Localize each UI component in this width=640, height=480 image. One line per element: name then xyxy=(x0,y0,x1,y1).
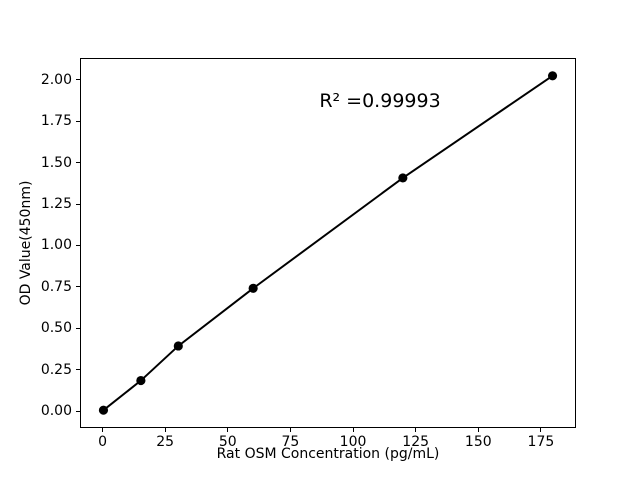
y-tick xyxy=(76,120,80,122)
data-point-marker xyxy=(248,283,258,293)
x-tick-label: 25 xyxy=(156,434,175,450)
y-tick xyxy=(76,410,80,412)
y-tick-label: 1.25 xyxy=(40,196,72,213)
y-axis-label: OD Value(450nm) xyxy=(18,180,34,306)
x-tick-label: 75 xyxy=(281,434,300,450)
x-tick-label: 100 xyxy=(339,434,367,450)
x-tick xyxy=(540,428,542,432)
y-tick-label: 0.00 xyxy=(40,403,72,420)
standard-curve-line xyxy=(102,74,554,411)
standard-curve-canvas xyxy=(98,71,558,415)
x-tick-label: 0 xyxy=(98,434,107,450)
y-tick-label: 0.75 xyxy=(40,278,72,295)
y-tick-label: 1.00 xyxy=(40,237,72,254)
x-tick xyxy=(415,428,417,432)
plot-area xyxy=(80,58,576,428)
y-tick xyxy=(76,162,80,164)
x-tick xyxy=(227,428,229,432)
x-tick-label: 125 xyxy=(402,434,430,450)
y-tick-label: 1.50 xyxy=(40,154,72,171)
x-tick xyxy=(352,428,354,432)
y-tick xyxy=(76,244,80,246)
data-point-marker xyxy=(398,173,408,183)
data-point-marker xyxy=(136,375,146,386)
x-tick xyxy=(102,428,104,432)
y-tick xyxy=(76,327,80,329)
y-tick-label: 2.00 xyxy=(40,71,72,88)
y-tick-label: 1.75 xyxy=(40,113,72,130)
y-tick xyxy=(76,79,80,81)
data-point-marker xyxy=(547,71,558,81)
x-tick-label: 150 xyxy=(464,434,492,450)
data-point-marker xyxy=(98,405,109,415)
x-tick xyxy=(164,428,166,432)
x-tick xyxy=(477,428,479,432)
y-tick xyxy=(76,203,80,205)
y-tick xyxy=(76,369,80,371)
y-tick-label: 0.50 xyxy=(40,320,72,337)
x-tick-label: 175 xyxy=(527,434,555,450)
r-squared-annotation: R² =0.99993 xyxy=(319,90,441,112)
x-axis-label: Rat OSM Concentration (pg/mL) xyxy=(216,446,440,462)
data-point-marker xyxy=(173,341,183,351)
y-tick-label: 0.25 xyxy=(40,361,72,378)
y-tick xyxy=(76,286,80,288)
x-tick-label: 50 xyxy=(218,434,237,450)
x-tick xyxy=(289,428,291,432)
